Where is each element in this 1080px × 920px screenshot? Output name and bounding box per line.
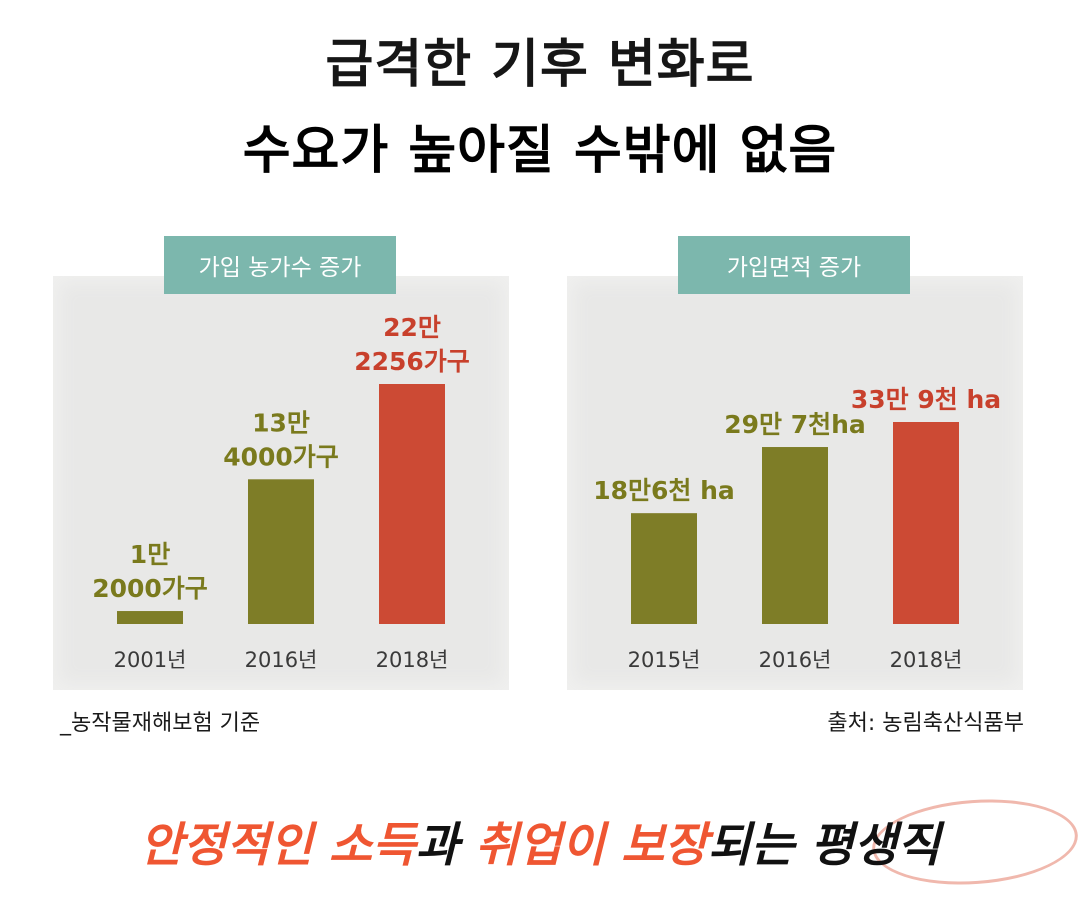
slogan-part-2: 과 (415, 818, 476, 873)
headline-line-1: 급격한 기후 변화로 (325, 35, 755, 95)
headline-line-2: 수요가 높아질 수밖에 없음 (242, 121, 838, 181)
slogan-part-1: 안정적인 소득 (139, 818, 416, 873)
data-label: 1만 (130, 540, 170, 569)
bar-1-0 (631, 513, 697, 624)
slogan-part-5: 평생직 (810, 818, 941, 873)
x-tick-label: 2015년 (628, 648, 701, 672)
slogan-part-3: 취업이 보장 (475, 818, 708, 873)
bottom-slogan: 안정적인 소득과 취업이 보장되는 평생직 (0, 806, 1080, 875)
data-label: 13만 (252, 408, 310, 437)
x-tick-label: 2016년 (245, 648, 318, 672)
data-label: 33만 9천 ha (851, 385, 1001, 414)
data-label: 4000가구 (223, 442, 339, 471)
x-tick-label: 2001년 (114, 648, 187, 672)
bar-1-1 (762, 447, 828, 624)
chart-note-left: _농작물재해보험 기준 (60, 711, 261, 736)
chart-title-area: 가입면적 증가 (678, 236, 910, 294)
bar-1-2 (893, 422, 959, 624)
chart-title-farms: 가입 농가수 증가 (164, 236, 396, 294)
bar-0-1 (248, 479, 314, 624)
bar-0-0 (117, 611, 183, 624)
chart-source-note: 출처: 농림축산식품부 (827, 711, 1024, 736)
x-tick-label: 2016년 (759, 648, 832, 672)
data-label: 18만6천 ha (593, 476, 735, 505)
data-label: 22만 (383, 313, 441, 342)
bar-0-2 (379, 384, 445, 624)
x-tick-label: 2018년 (890, 648, 963, 672)
data-label: 2000가구 (92, 574, 208, 603)
data-label: 29만 7천ha (724, 410, 866, 439)
x-tick-label: 2018년 (376, 648, 449, 672)
data-label: 2256가구 (354, 347, 470, 376)
slogan-part-4: 되는 (707, 818, 811, 873)
